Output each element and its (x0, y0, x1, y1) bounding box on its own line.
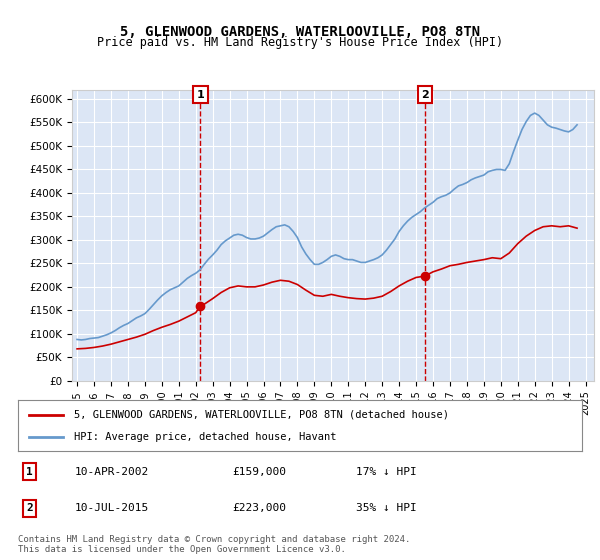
Text: 35% ↓ HPI: 35% ↓ HPI (356, 503, 417, 513)
Text: £159,000: £159,000 (232, 467, 286, 477)
Text: HPI: Average price, detached house, Havant: HPI: Average price, detached house, Hava… (74, 432, 337, 442)
Text: 2: 2 (421, 90, 429, 100)
Text: 10-APR-2002: 10-APR-2002 (74, 467, 149, 477)
Text: 17% ↓ HPI: 17% ↓ HPI (356, 467, 417, 477)
Text: 1: 1 (26, 467, 32, 477)
Text: 10-JUL-2015: 10-JUL-2015 (74, 503, 149, 513)
Text: 5, GLENWOOD GARDENS, WATERLOOVILLE, PO8 8TN (detached house): 5, GLENWOOD GARDENS, WATERLOOVILLE, PO8 … (74, 409, 449, 419)
Text: 5, GLENWOOD GARDENS, WATERLOOVILLE, PO8 8TN: 5, GLENWOOD GARDENS, WATERLOOVILLE, PO8 … (120, 25, 480, 39)
Text: £223,000: £223,000 (232, 503, 286, 513)
Text: 1: 1 (196, 90, 204, 100)
Text: Price paid vs. HM Land Registry's House Price Index (HPI): Price paid vs. HM Land Registry's House … (97, 36, 503, 49)
Text: 2: 2 (26, 503, 32, 513)
Text: Contains HM Land Registry data © Crown copyright and database right 2024.
This d: Contains HM Land Registry data © Crown c… (18, 535, 410, 554)
